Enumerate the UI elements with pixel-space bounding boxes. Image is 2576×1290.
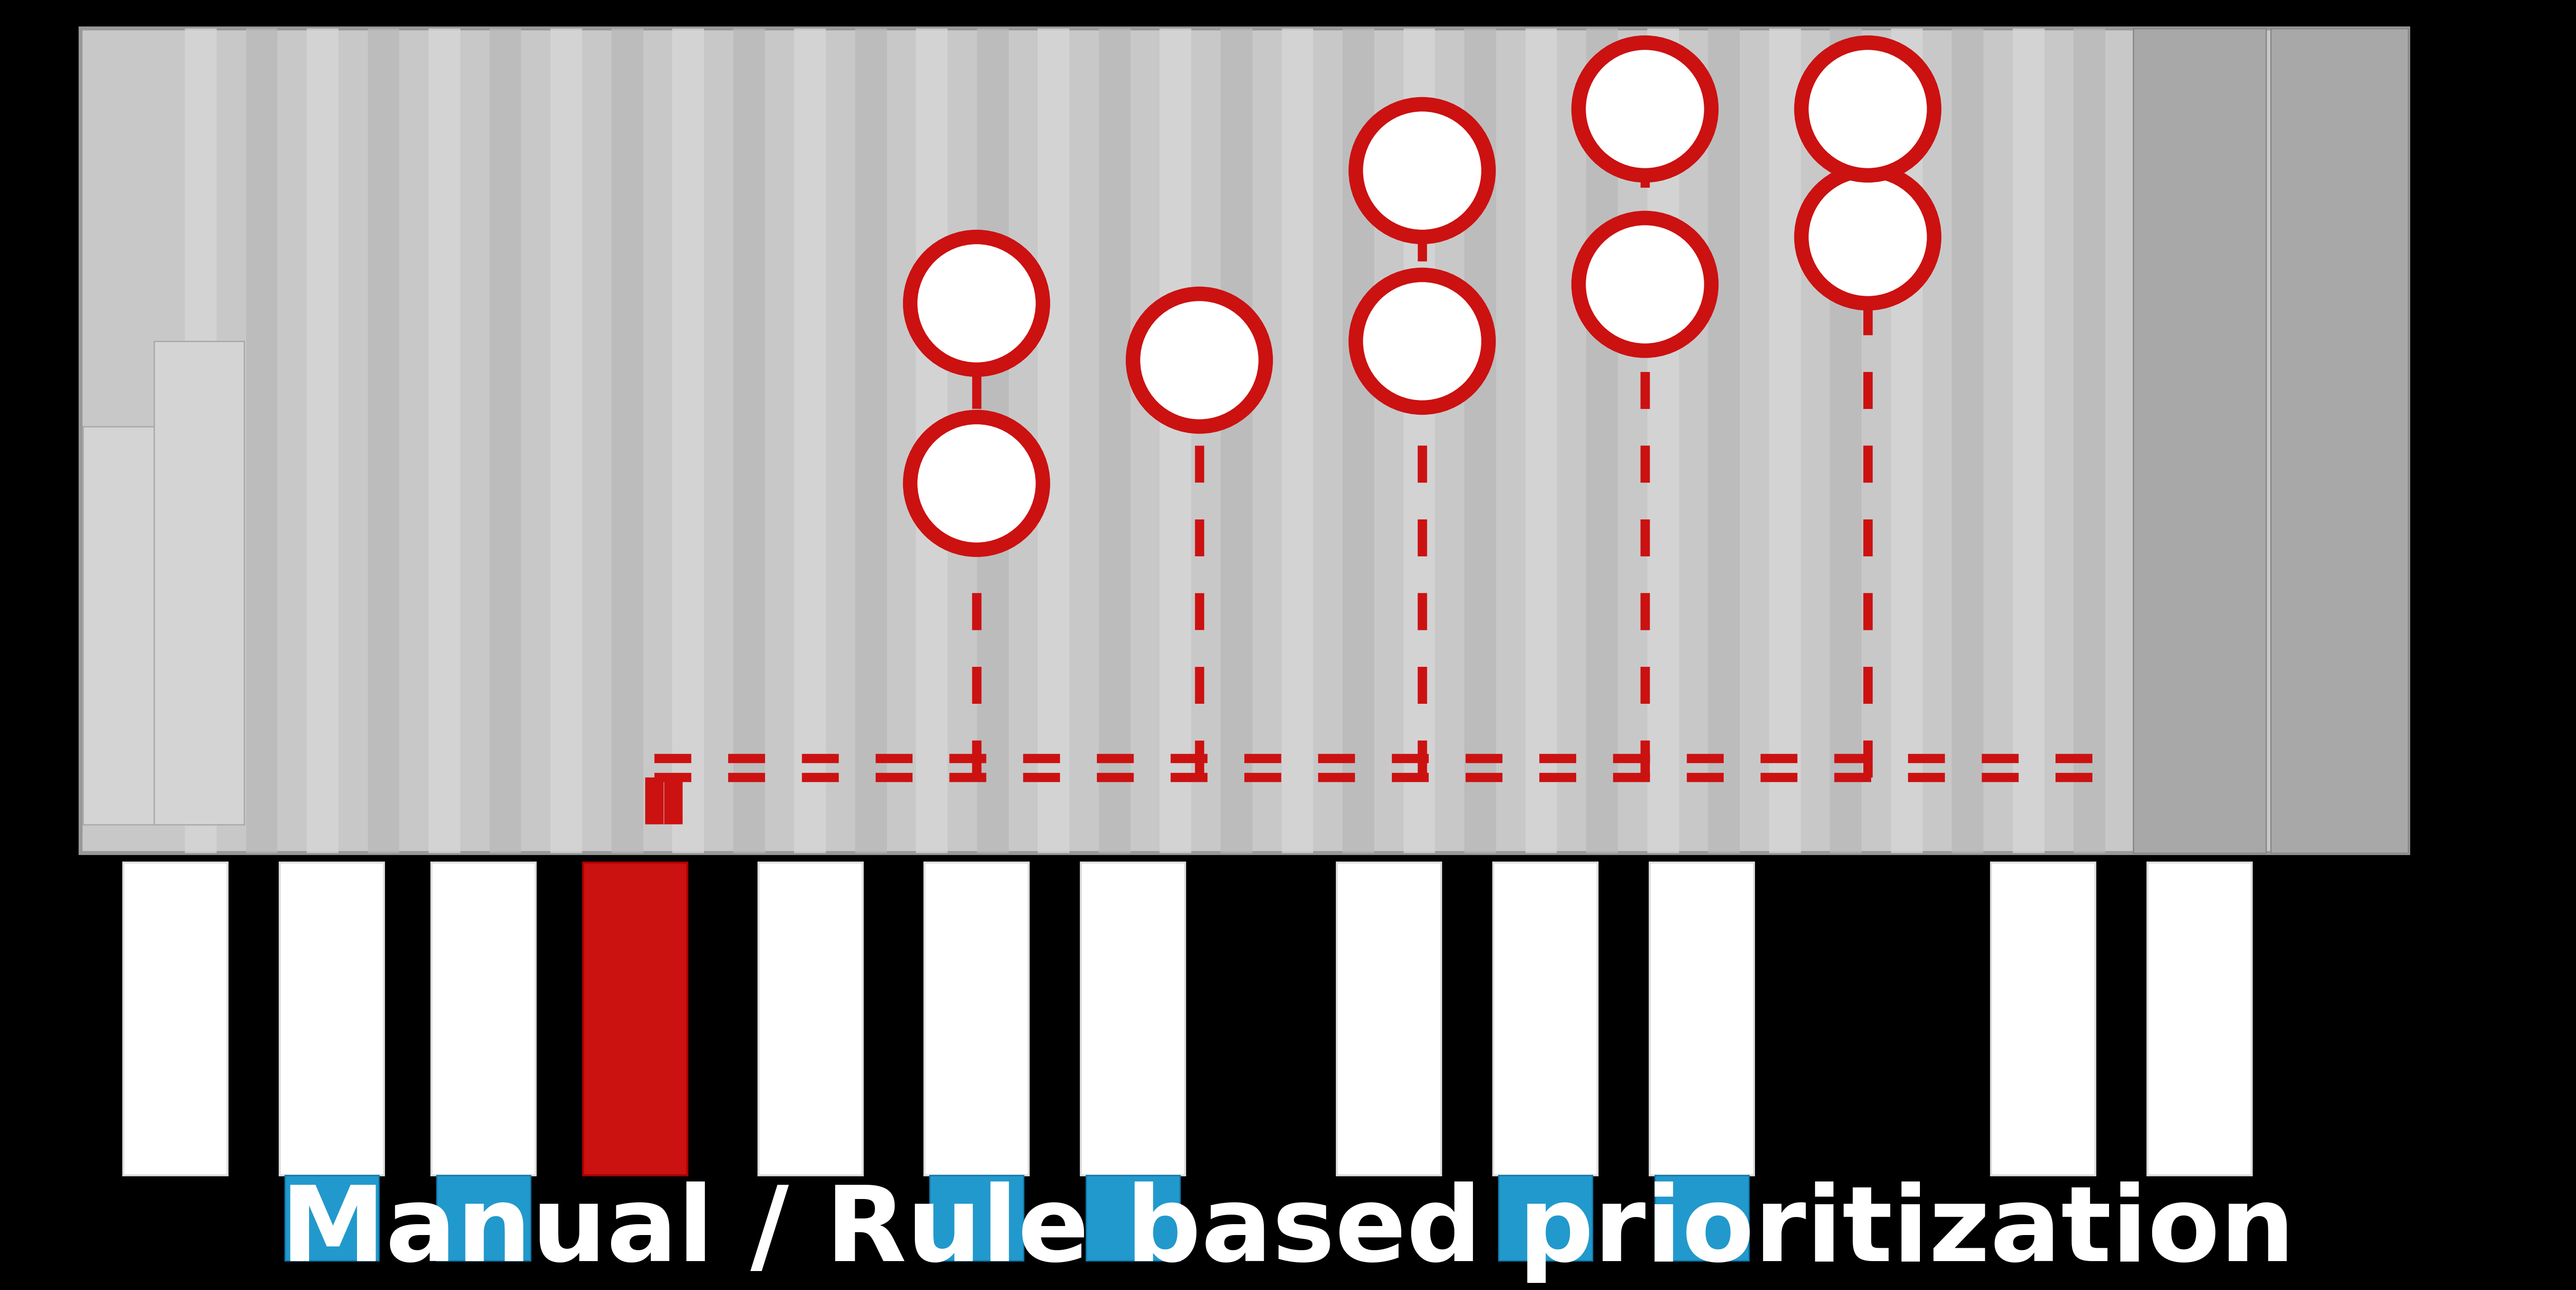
- Bar: [1159, 28, 1193, 853]
- Bar: [2269, 28, 2409, 853]
- Bar: [2074, 28, 2105, 853]
- Bar: [124, 863, 227, 1175]
- Bar: [430, 863, 536, 1175]
- Bar: [307, 28, 337, 853]
- Bar: [1770, 28, 1801, 853]
- Bar: [1829, 28, 1862, 853]
- Bar: [1499, 1175, 1592, 1260]
- Circle shape: [1355, 104, 1489, 237]
- Bar: [82, 427, 155, 824]
- Bar: [925, 863, 1028, 1175]
- Bar: [1100, 28, 1131, 853]
- Bar: [1991, 863, 2094, 1175]
- Bar: [1494, 863, 1597, 1175]
- Bar: [80, 28, 2409, 853]
- Bar: [1221, 28, 1252, 853]
- Bar: [757, 863, 863, 1175]
- Bar: [1342, 28, 1373, 853]
- Bar: [1463, 28, 1497, 853]
- Bar: [672, 28, 703, 853]
- Circle shape: [1801, 43, 1935, 175]
- Bar: [1953, 28, 1984, 853]
- Bar: [611, 28, 644, 853]
- Circle shape: [1579, 43, 1710, 175]
- Bar: [1649, 863, 1754, 1175]
- Bar: [428, 28, 461, 853]
- Bar: [734, 28, 765, 853]
- Bar: [286, 1175, 379, 1260]
- Bar: [2012, 28, 2045, 853]
- Bar: [582, 863, 688, 1175]
- Bar: [917, 28, 948, 853]
- Circle shape: [909, 417, 1043, 550]
- Text: Manual / Rule based prioritization: Manual / Rule based prioritization: [281, 1182, 2295, 1282]
- Bar: [1708, 28, 1739, 853]
- Bar: [2133, 28, 2267, 853]
- Bar: [435, 1175, 531, 1260]
- Bar: [2136, 28, 2166, 853]
- Bar: [368, 28, 399, 853]
- Bar: [2195, 28, 2228, 853]
- Bar: [185, 28, 216, 853]
- Circle shape: [909, 237, 1043, 370]
- Bar: [1082, 863, 1185, 1175]
- Bar: [793, 28, 827, 853]
- Bar: [1891, 28, 1922, 853]
- Bar: [1404, 28, 1435, 853]
- Bar: [1525, 28, 1556, 853]
- Bar: [1646, 28, 1680, 853]
- Bar: [930, 1175, 1023, 1260]
- Bar: [1587, 28, 1618, 853]
- Bar: [281, 863, 384, 1175]
- Bar: [489, 28, 520, 853]
- Bar: [1654, 1175, 1749, 1260]
- Bar: [1087, 1175, 1180, 1260]
- Bar: [551, 28, 582, 853]
- Bar: [1337, 863, 1440, 1175]
- Circle shape: [1355, 275, 1489, 408]
- Circle shape: [1133, 294, 1265, 427]
- Bar: [855, 28, 886, 853]
- Bar: [155, 342, 245, 824]
- Bar: [976, 28, 1010, 853]
- Bar: [2148, 863, 2251, 1175]
- Circle shape: [1579, 218, 1710, 351]
- Bar: [245, 28, 278, 853]
- Bar: [1038, 28, 1069, 853]
- Bar: [1283, 28, 1314, 853]
- Circle shape: [1801, 170, 1935, 303]
